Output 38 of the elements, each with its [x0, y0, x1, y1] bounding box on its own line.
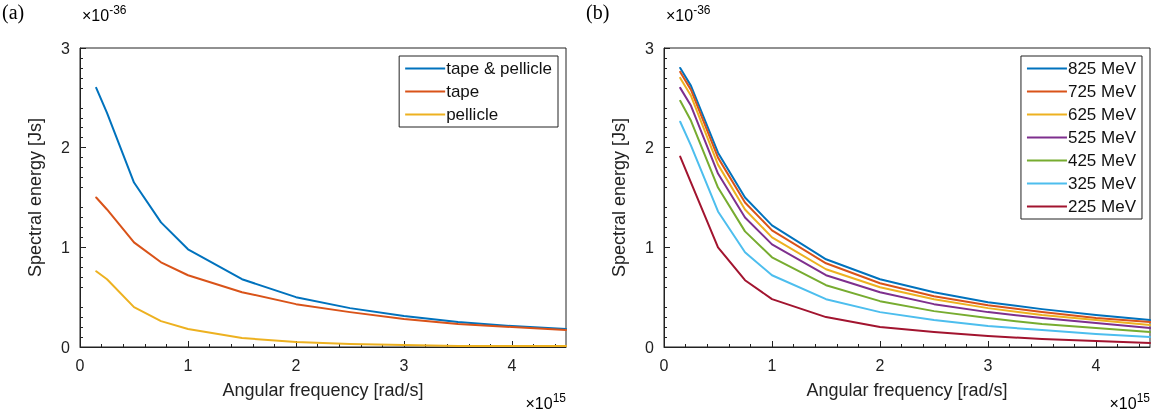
y-tick-label: 1 — [61, 238, 71, 256]
y-tick-label: 0 — [61, 338, 71, 356]
x-tick-label: 2 — [875, 356, 885, 374]
x-tick-label: 2 — [291, 356, 301, 374]
x-tick-label: 4 — [507, 356, 517, 374]
y-tick-label: 2 — [645, 139, 655, 157]
legend-label: 225 MeV — [1067, 197, 1137, 216]
legend-label: 625 MeV — [1067, 105, 1137, 124]
legend-label: tape — [446, 82, 480, 101]
text: (b) — [586, 1, 610, 24]
x-axis-title: Angular frequency [rad/s] — [222, 380, 424, 400]
y-tick-label: 3 — [61, 39, 71, 57]
line-series — [95, 270, 567, 347]
legend-label: 825 MeV — [1067, 59, 1137, 78]
y-axis-title: Spectral energy [Js] — [25, 117, 45, 278]
x-tick-label: 1 — [183, 356, 193, 374]
legend-label: tape & pellicle — [446, 59, 552, 78]
legend-label: 725 MeV — [1067, 82, 1137, 101]
y-axis-title: Spectral energy [Js] — [609, 117, 629, 278]
legend-label: pellicle — [446, 105, 499, 124]
x-tick-label: 3 — [983, 356, 993, 374]
line-series — [679, 155, 1151, 345]
y-tick-label: 0 — [645, 338, 655, 356]
x-tick-label: 1 — [767, 356, 777, 374]
line-series — [95, 86, 567, 331]
x-tick-label: 4 — [1091, 356, 1101, 374]
legend-label: 325 MeV — [1067, 174, 1137, 193]
y-tick-label: 2 — [61, 139, 71, 157]
x-tick-label: 0 — [75, 356, 85, 374]
legend-label: 425 MeV — [1067, 151, 1137, 170]
text: (a) — [2, 1, 25, 24]
x-axis-title: Angular frequency [rad/s] — [806, 380, 1008, 400]
y-tick-label: 3 — [645, 39, 655, 57]
x-tick-label: 0 — [659, 356, 669, 374]
legend-label: 525 MeV — [1067, 128, 1137, 147]
line-series — [95, 196, 567, 332]
x-tick-label: 3 — [399, 356, 409, 374]
y-tick-label: 1 — [645, 238, 655, 256]
